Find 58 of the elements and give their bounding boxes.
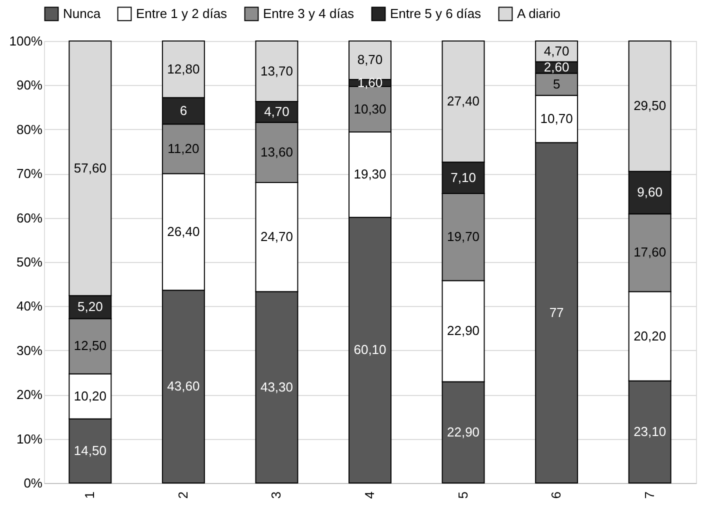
y-tick-label: 30% (16, 342, 43, 358)
data-label: 2,60 (544, 60, 570, 75)
x-tick-label: 1 (82, 492, 98, 499)
y-tick-label: 80% (16, 122, 43, 137)
x-tick-label: 5 (455, 492, 470, 499)
data-label: 60,10 (354, 342, 386, 358)
data-label: 20,20 (634, 328, 666, 344)
data-label: 14,50 (74, 442, 106, 458)
data-label: 17,60 (634, 244, 666, 260)
y-tick-label: 40% (16, 298, 43, 314)
data-label: 10,30 (354, 101, 386, 116)
data-label: 12,80 (167, 61, 200, 76)
data-label: 29,50 (634, 98, 666, 114)
data-label: 27,40 (447, 94, 480, 109)
y-tick-label: 50% (16, 254, 43, 270)
data-label: 10,20 (74, 388, 106, 404)
data-label: 9,60 (637, 184, 662, 200)
data-label: 4,70 (264, 104, 290, 119)
data-label: 6 (180, 102, 188, 118)
data-label: 23,10 (634, 424, 666, 439)
data-label: 1,60 (357, 74, 383, 90)
data-label: 43,60 (167, 378, 200, 394)
y-tick-label: 20% (16, 387, 43, 402)
data-label: 8,70 (357, 52, 383, 68)
x-tick-label: 4 (362, 492, 377, 499)
y-tick-label: 60% (16, 210, 43, 226)
data-label: 24,70 (260, 229, 293, 244)
legend-label: A diario (517, 6, 560, 21)
x-tick-label: 6 (548, 492, 564, 499)
y-tick-label: 100% (9, 34, 43, 48)
y-tick-label: 0% (24, 476, 43, 490)
x-tick-label: 3 (268, 492, 284, 499)
x-tick-label: 7 (642, 492, 657, 499)
data-label: 5 (552, 76, 560, 92)
legend-label: Nunca (63, 6, 102, 21)
data-label: 4,70 (544, 43, 570, 58)
data-label: 77 (549, 304, 564, 320)
y-tick-label: 10% (16, 431, 43, 446)
data-label: 13,70 (260, 63, 293, 78)
data-label: 22,90 (447, 323, 480, 338)
legend-label: Entre 5 y 6 días (390, 6, 482, 21)
data-label: 10,70 (540, 111, 573, 126)
data-label: 13,60 (260, 144, 293, 160)
y-tick-label: 70% (16, 166, 43, 182)
data-label: 5,20 (78, 299, 103, 314)
data-label: 19,30 (354, 166, 386, 182)
data-label: 12,50 (74, 338, 106, 354)
data-label: 57,60 (74, 160, 106, 176)
data-label: 43,30 (260, 379, 293, 394)
data-label: 11,20 (168, 140, 200, 156)
legend-label: Entre 1 y 2 días (136, 6, 228, 21)
legend-label: Entre 3 y 4 días (263, 6, 355, 21)
data-label: 19,70 (447, 229, 480, 244)
data-label: 7,10 (450, 170, 476, 185)
x-tick-label: 2 (175, 492, 190, 499)
data-label: 26,40 (167, 224, 200, 239)
y-tick-label: 90% (16, 78, 43, 93)
data-label: 22,90 (447, 424, 480, 440)
